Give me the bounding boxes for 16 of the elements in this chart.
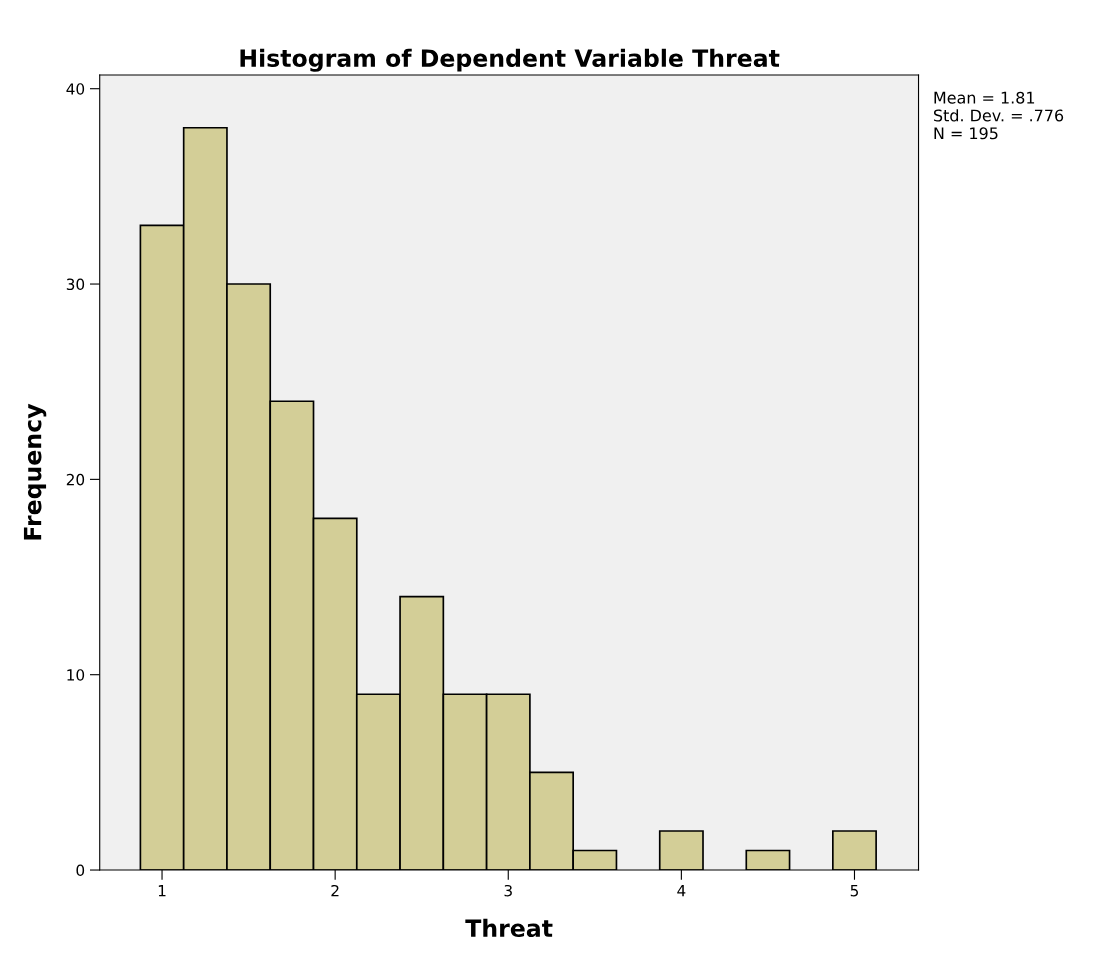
x-tick-label: 3 — [504, 884, 512, 897]
x-tick-label: 5 — [850, 885, 859, 897]
text: Mean = 1.81 — [934, 91, 1035, 104]
y-axis-title: Frequency — [23, 403, 47, 540]
x-axis-title: Threat — [465, 918, 553, 938]
y-tick-label: 0 — [76, 864, 85, 877]
x-tick-label: 1 — [158, 885, 166, 897]
text: N = 195 — [934, 127, 998, 140]
y-tick-label: 20 — [66, 473, 85, 486]
x-tick-label: 4 — [677, 885, 686, 897]
y-tick-label: 30 — [66, 278, 85, 291]
x-tick-label: 2 — [331, 884, 339, 897]
y-tick-label: 10 — [67, 669, 85, 681]
text: Std. Dev. = .776 — [933, 109, 1064, 122]
y-tick-label: 40 — [66, 83, 85, 95]
chart-title: Histogram of Dependent Variable Threat — [240, 48, 780, 72]
